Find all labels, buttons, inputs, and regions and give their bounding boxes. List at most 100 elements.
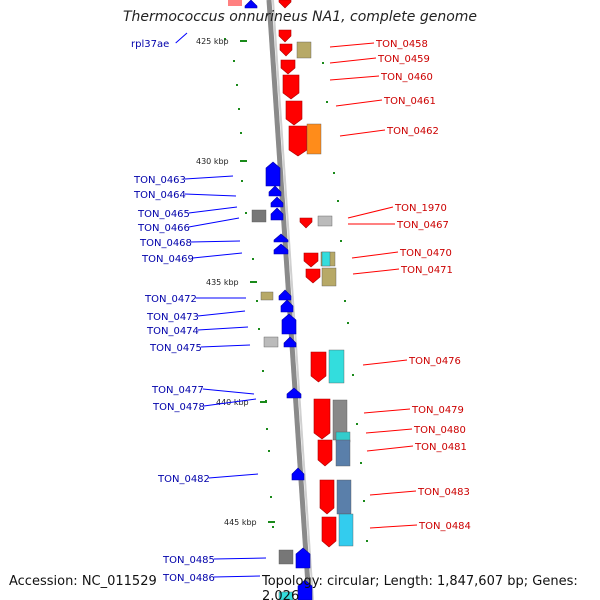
scale-tick [268, 521, 275, 523]
gene-label-left: TON_0482 [157, 474, 210, 485]
inner-ring-dot [363, 500, 365, 502]
feature-box [335, 439, 351, 467]
outer-ring-dot [241, 180, 243, 182]
outer-ring-dot [258, 328, 260, 330]
scale-label: 445 kbp [224, 518, 257, 527]
gene-label-right: TON_0483 [417, 487, 470, 498]
leader-line-right [347, 206, 394, 219]
leader-line-right [329, 57, 377, 64]
inner-ring-dot [347, 322, 349, 324]
forward-gene-arrow [321, 516, 337, 548]
forward-gene-arrow [280, 59, 296, 75]
gene-label-left: TON_0464 [133, 190, 186, 201]
inner-ring-dot [322, 62, 324, 64]
feature-box [278, 591, 294, 600]
forward-gene-arrow [285, 100, 303, 126]
forward-gene-arrow [278, 0, 292, 9]
leader-line-right [351, 251, 399, 259]
gene-label-left: TON_0469 [141, 254, 194, 265]
feature-box [338, 513, 354, 547]
leader-line-right [365, 428, 413, 434]
feature-box [278, 549, 294, 565]
map-title: Thermococcus onnurineus NA1, complete ge… [122, 9, 478, 25]
outer-ring-dot [270, 496, 272, 498]
feature-box [251, 209, 267, 223]
gene-label-right: TON_0481 [414, 442, 467, 453]
gene-label-left: TON_0474 [146, 326, 199, 337]
feature-box [228, 0, 242, 6]
scale-tick [240, 40, 247, 42]
leader-line-right [363, 408, 411, 414]
accession-text: Accession: NC_011529 [9, 574, 157, 589]
leader-line-left [197, 310, 246, 317]
reverse-gene-arrow [297, 579, 313, 600]
outer-ring-dot [252, 258, 254, 260]
leader-line-left [202, 388, 255, 395]
gene-label-left: rpl37ae [131, 39, 169, 50]
feature-box [336, 479, 352, 515]
leader-line-right [369, 490, 417, 496]
gene-label-left: TON_0466 [137, 223, 190, 234]
forward-gene-arrow [305, 268, 321, 284]
outer-ring-dot [266, 428, 268, 430]
leader-line-left [184, 175, 234, 180]
gene-label-left: TON_0486 [162, 573, 215, 584]
reverse-gene-arrow [295, 547, 311, 569]
scale-label: 435 kbp [206, 278, 239, 287]
gene-label-right: TON_0479 [411, 405, 464, 416]
leader-line-right [366, 445, 414, 452]
gene-label-right: TON_0458 [375, 39, 428, 50]
feature-box [260, 291, 274, 301]
gene-label-right: TON_0476 [408, 356, 461, 367]
topology-text: Topology: circular; Length: 1,847,607 bp… [262, 574, 578, 600]
leader-line-left [213, 557, 267, 560]
scale-tick [250, 281, 257, 283]
outer-ring-dot [236, 84, 238, 86]
gene-label-right: TON_1970 [394, 203, 447, 214]
inner-ring-dot [340, 240, 342, 242]
inner-ring-dot [360, 462, 362, 464]
outer-ring-dot [245, 212, 247, 214]
leader-line-left [197, 326, 249, 331]
gene-label-right: TON_0459 [377, 54, 430, 65]
feature-box [317, 215, 333, 227]
leader-line-left [213, 575, 261, 578]
gene-label-right: TON_0471 [400, 265, 453, 276]
gene-label-left: TON_0463 [133, 175, 186, 186]
gene-label-left: TON_0475 [149, 343, 202, 354]
forward-gene-arrow [279, 43, 293, 57]
outer-ring-dot [240, 132, 242, 134]
reverse-gene-arrow [270, 207, 284, 221]
reverse-gene-arrow [281, 313, 297, 335]
reverse-gene-arrow [273, 233, 289, 243]
reverse-gene-arrow [291, 467, 305, 481]
leader-line-left [208, 473, 259, 479]
feature-box [306, 123, 322, 155]
gene-label-right: TON_0470 [399, 248, 452, 259]
reverse-gene-arrow [265, 161, 281, 187]
feature-box [321, 267, 337, 287]
gene-label-left: TON_0485 [162, 555, 215, 566]
leader-line-left [188, 206, 238, 214]
gene-label-right: TON_0460 [380, 72, 433, 83]
gene-label-left: TON_0473 [146, 312, 199, 323]
scale-label: 430 kbp [196, 157, 229, 166]
leader-line-right [335, 99, 383, 107]
scale-tick [260, 401, 267, 403]
inner-ring-dot [356, 423, 358, 425]
outer-ring-dot [233, 60, 235, 62]
feature-box [296, 41, 312, 59]
gene-label-left: TON_0472 [144, 294, 197, 305]
gene-label-left: TON_0468 [139, 238, 192, 249]
leader-line-right [369, 524, 418, 529]
leader-line-left [184, 193, 237, 197]
leader-line-right [339, 129, 386, 137]
scale-label: 425 kbp [196, 37, 229, 46]
inner-ring-dot [337, 200, 339, 202]
forward-gene-arrow [299, 217, 313, 229]
leader-line-left [175, 32, 188, 44]
inner-ring-dot [333, 172, 335, 174]
outer-ring-dot [272, 526, 274, 528]
